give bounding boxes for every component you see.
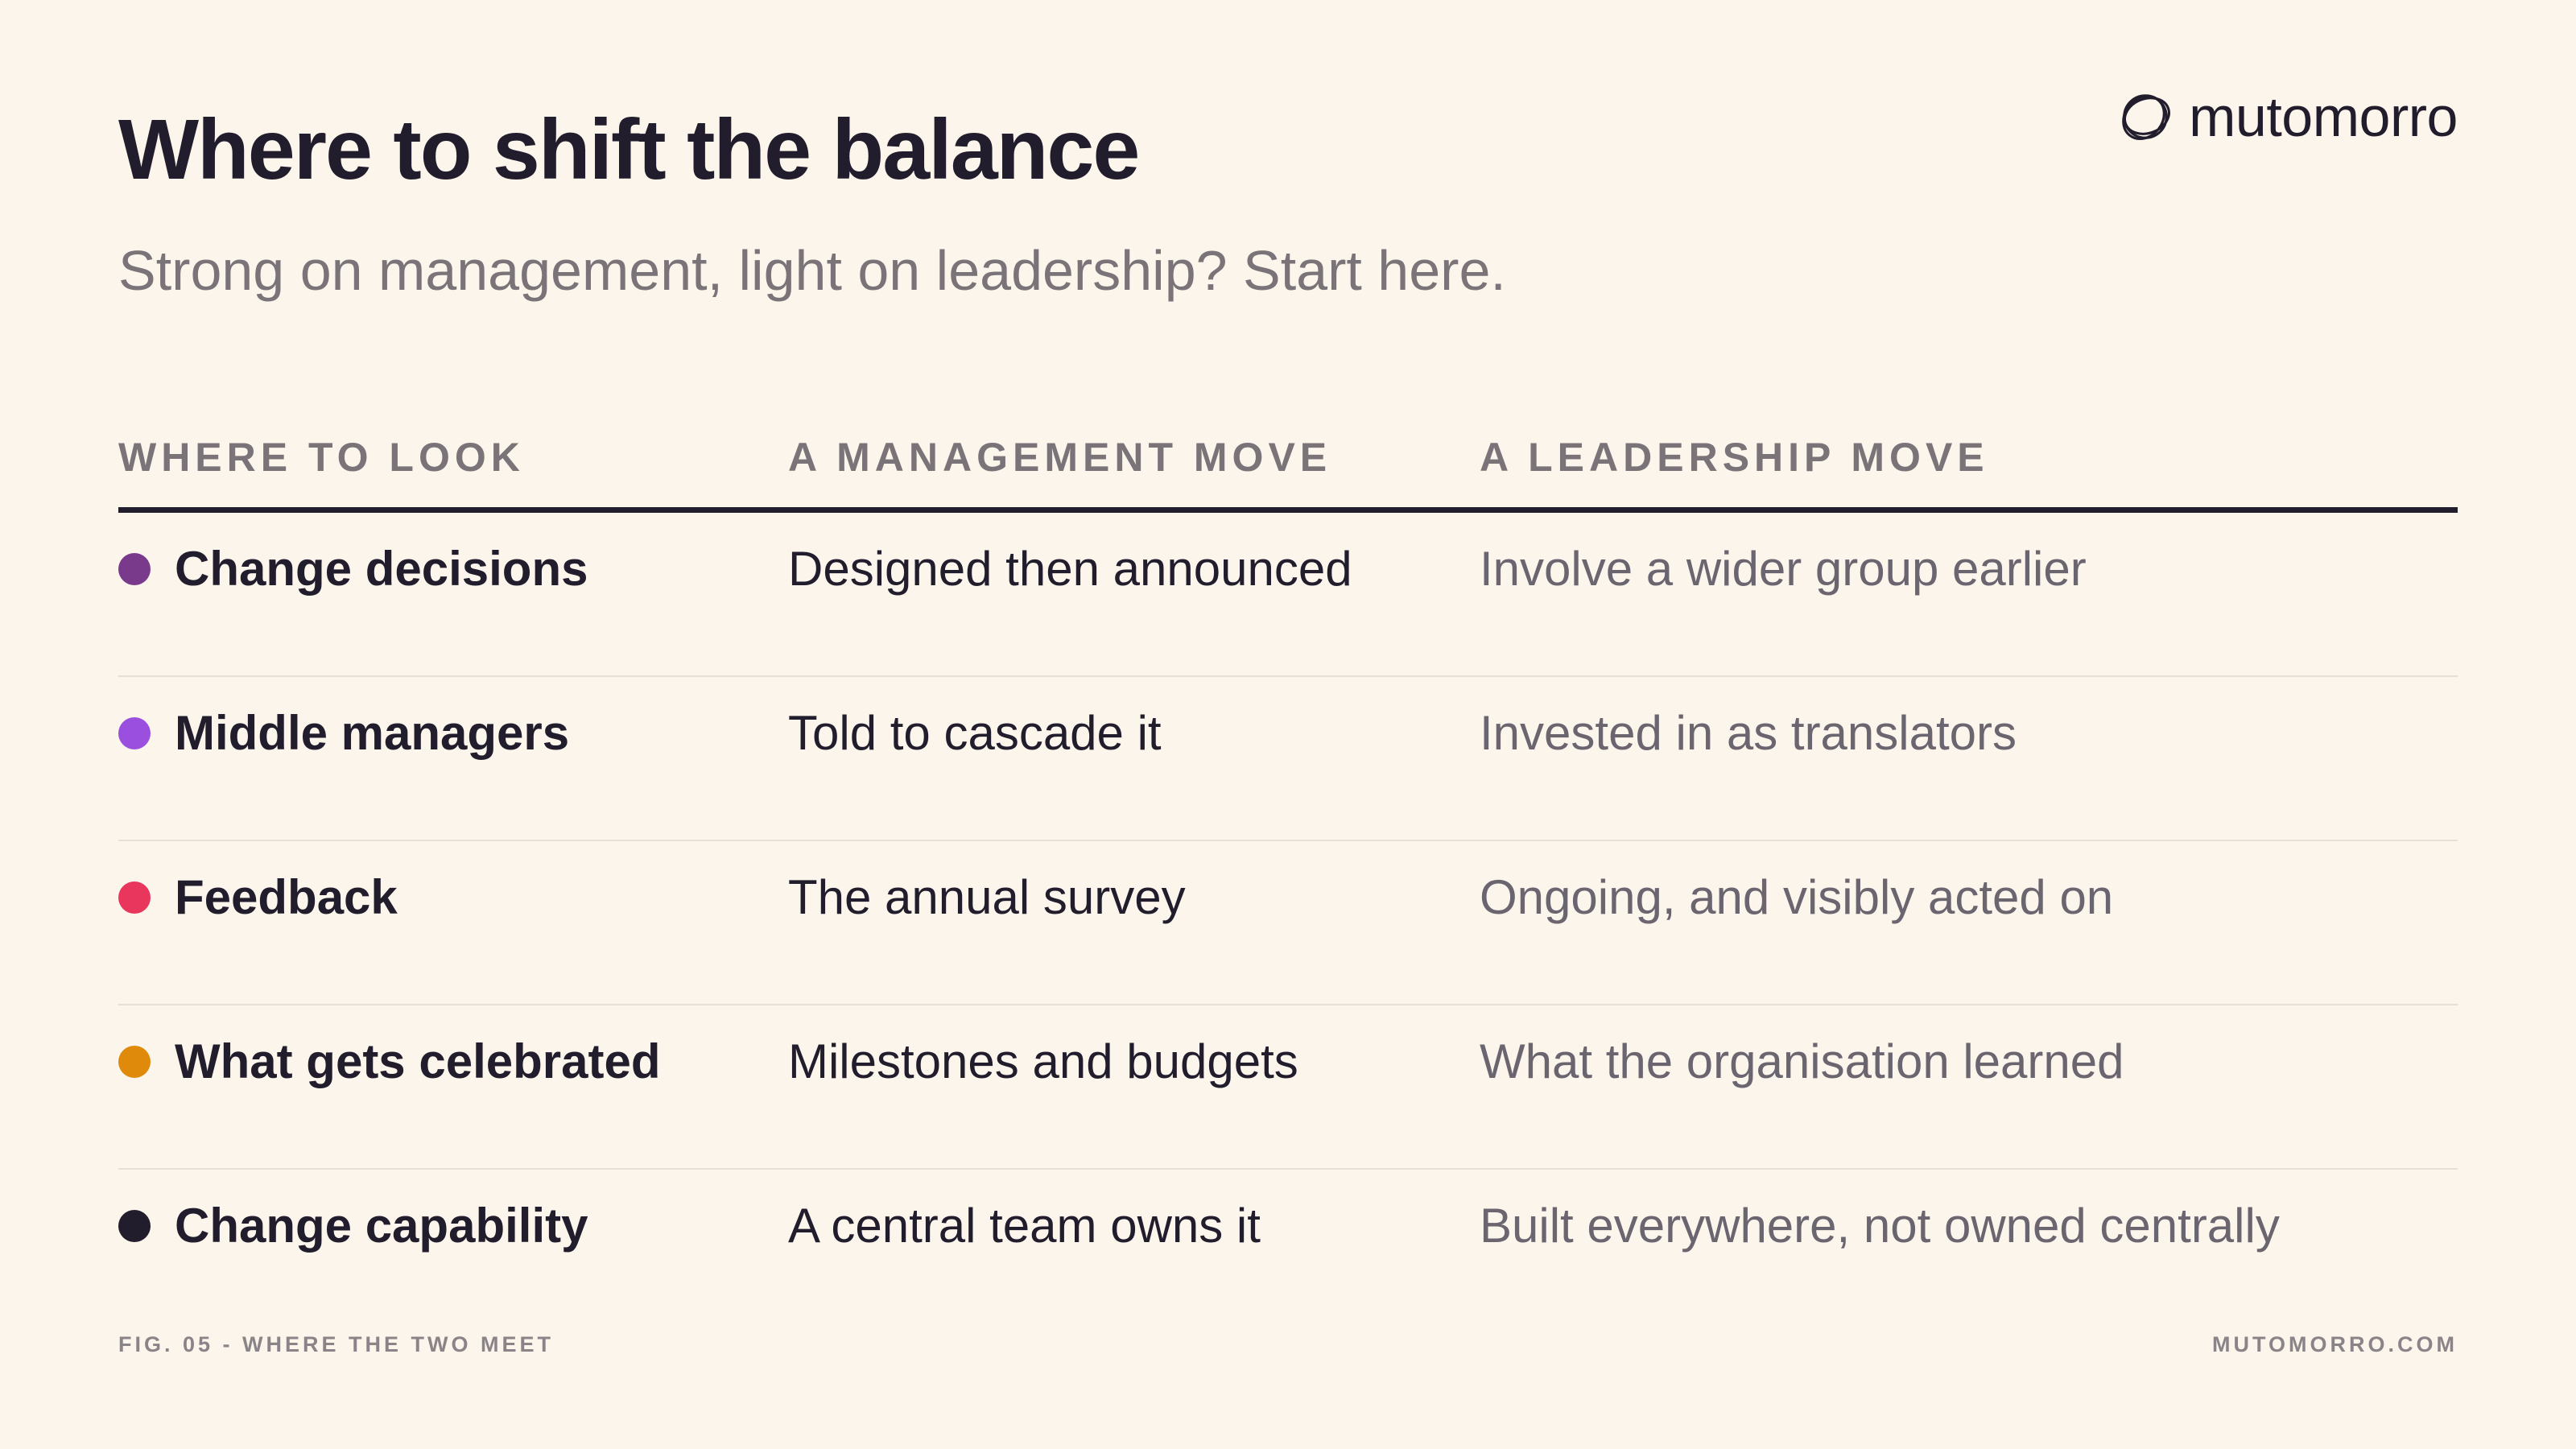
management-move: Told to cascade it	[788, 706, 1162, 760]
table-row: Change capability A central team owns it…	[118, 1170, 2458, 1332]
brand-name: mutomorro	[2189, 85, 2458, 148]
area-cell: Change capability	[118, 1197, 588, 1255]
category-dot	[118, 717, 151, 749]
category-dot	[118, 1210, 151, 1242]
table-row: Change decisions Designed then announced…	[118, 513, 2458, 677]
table-row: What gets celebrated Milestones and budg…	[118, 1005, 2458, 1170]
page-title: Where to shift the balance	[118, 102, 1140, 197]
area-label: Middle managers	[175, 706, 570, 760]
leadership-move: What the organisation learned	[1480, 1034, 2124, 1088]
column-header-management-move: A MANAGEMENT MOVE	[788, 435, 1332, 480]
category-dot	[118, 1046, 151, 1078]
category-dot	[118, 881, 151, 914]
management-move: The annual survey	[788, 870, 1186, 924]
area-label: Feedback	[175, 870, 398, 924]
table-row: Feedback The annual survey Ongoing, and …	[118, 841, 2458, 1005]
figure-caption: FIG. 05 - WHERE THE TWO MEET	[118, 1332, 555, 1356]
management-move: Milestones and budgets	[788, 1034, 1298, 1088]
column-header-leadership-move: A LEADERSHIP MOVE	[1480, 435, 1989, 480]
area-cell: Change decisions	[118, 540, 588, 598]
area-cell: Middle managers	[118, 704, 569, 762]
column-header-where-to-look: WHERE TO LOOK	[118, 435, 525, 480]
area-label: Change capability	[175, 1199, 588, 1253]
leadership-move: Involve a wider group earlier	[1480, 542, 2087, 596]
site-url[interactable]: MUTOMORRO.COM	[2212, 1332, 2458, 1356]
loop-circle-logo-icon	[2122, 94, 2171, 140]
leadership-move: Built everywhere, not owned centrally	[1480, 1199, 2280, 1253]
management-move: A central team owns it	[788, 1199, 1261, 1253]
leadership-move: Invested in as translators	[1480, 706, 2017, 760]
management-move: Designed then announced	[788, 542, 1352, 596]
area-cell: Feedback	[118, 869, 398, 927]
area-label: What gets celebrated	[175, 1034, 661, 1088]
brand-logo[interactable]: mutomorro	[2118, 89, 2458, 145]
category-dot	[118, 553, 151, 585]
comparison-table: WHERE TO LOOK A MANAGEMENT MOVE A LEADER…	[118, 419, 2458, 1332]
table-header: WHERE TO LOOK A MANAGEMENT MOVE A LEADER…	[118, 419, 2458, 513]
page-subtitle: Strong on management, light on leadershi…	[118, 239, 1506, 302]
leadership-move: Ongoing, and visibly acted on	[1480, 870, 2114, 924]
area-cell: What gets celebrated	[118, 1033, 661, 1091]
table-row: Middle managers Told to cascade it Inves…	[118, 677, 2458, 841]
area-label: Change decisions	[175, 542, 588, 596]
